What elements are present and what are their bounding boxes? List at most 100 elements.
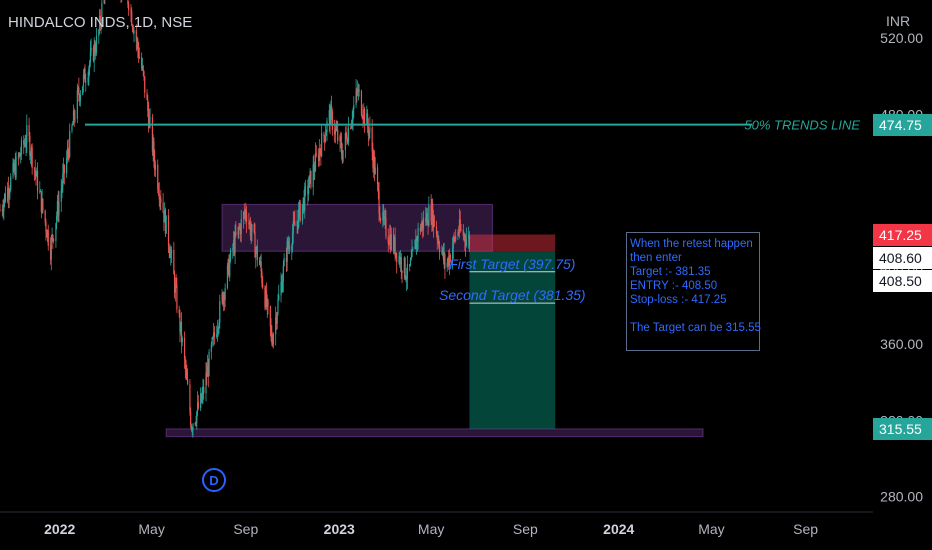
candle-body	[384, 216, 386, 218]
candle-body	[281, 281, 284, 292]
candle-body	[272, 343, 274, 345]
x-axis[interactable]: 2022 May Sep 2023 May Sep 2024 May Sep	[44, 521, 818, 537]
target-zone	[469, 251, 556, 429]
candle-body	[133, 30, 135, 34]
candle-body	[331, 111, 333, 130]
candle-body	[40, 191, 42, 213]
candle-body	[425, 212, 428, 222]
candle-body	[83, 68, 85, 75]
candle-body	[4, 193, 6, 202]
candle-body	[39, 191, 42, 192]
candle-body	[61, 186, 63, 190]
candle-body	[454, 237, 456, 241]
candle-body	[28, 125, 30, 136]
candle-body	[229, 261, 231, 277]
candle-body	[366, 113, 369, 127]
candle-body	[249, 222, 251, 225]
candle-body	[399, 256, 402, 265]
candle-body	[270, 326, 272, 332]
candle-body	[224, 288, 226, 300]
candle-body	[361, 114, 363, 118]
candle-body	[368, 131, 370, 136]
candle-body	[206, 365, 209, 377]
candle-body	[170, 252, 172, 258]
candle-body	[416, 237, 418, 242]
dividend-badge[interactable]: D	[202, 468, 226, 492]
candle-body	[286, 240, 288, 263]
candle-body	[174, 284, 176, 293]
candle-body	[185, 369, 187, 372]
candle-body	[179, 313, 181, 332]
candle-body	[448, 255, 451, 266]
candle-body	[449, 255, 451, 262]
candle-body	[69, 130, 71, 157]
candle-body	[438, 246, 441, 253]
candle-body	[321, 133, 323, 157]
candle-body	[323, 133, 325, 136]
target-label: First Target (397.75)	[449, 256, 575, 272]
candle-body	[94, 44, 96, 53]
candle-body	[88, 62, 91, 69]
candle-body	[35, 172, 37, 177]
candle-body	[383, 211, 385, 219]
candle-body	[367, 126, 369, 136]
candle-body	[77, 87, 79, 91]
price-tag: 408.50	[873, 269, 932, 292]
candle-body	[165, 215, 167, 234]
candle-body	[435, 226, 438, 235]
candle-body	[307, 186, 309, 195]
candle-body	[278, 295, 280, 300]
candle-body	[304, 186, 306, 211]
candle-body	[9, 189, 11, 194]
candle-body	[328, 110, 330, 121]
candle-body	[313, 164, 315, 172]
candle-body	[14, 163, 16, 178]
candle-body	[20, 154, 22, 157]
candle-body	[149, 117, 151, 119]
x-tick-label: May	[698, 521, 724, 537]
candle-body	[232, 248, 234, 250]
candle-body	[76, 90, 78, 119]
candle-body	[324, 135, 327, 142]
candle-body	[31, 147, 33, 168]
candle-body	[88, 68, 90, 78]
candle-body	[282, 265, 284, 282]
candle-body	[350, 127, 352, 129]
candle-body	[256, 246, 258, 261]
candle-body	[41, 198, 43, 213]
candle-body	[196, 402, 199, 412]
candle-body	[154, 164, 157, 170]
candle-body	[74, 118, 76, 120]
candle-body	[356, 90, 358, 92]
candle-body	[379, 213, 381, 219]
candle-body	[66, 157, 68, 174]
candle-body	[45, 221, 47, 232]
candle-body	[447, 257, 449, 263]
candle-body	[143, 71, 145, 77]
price-tag: 474.75	[873, 113, 932, 136]
candle-body	[56, 200, 59, 216]
candle-body	[334, 128, 337, 135]
candle-body	[351, 120, 353, 124]
candle-body	[29, 135, 31, 157]
candle-body	[190, 411, 192, 426]
note-line: Target :- 381.35	[630, 266, 711, 278]
candle-body	[245, 210, 247, 215]
candle-body	[261, 271, 263, 284]
y-tick-label: 280.00	[880, 489, 923, 505]
candle-body	[141, 65, 144, 69]
candle-body	[3, 193, 6, 202]
candle-body	[167, 215, 170, 247]
candle-body	[379, 218, 382, 221]
candle-body	[362, 117, 364, 120]
candle-body	[189, 384, 191, 412]
zone-box	[221, 203, 493, 252]
candle-body	[24, 143, 26, 147]
candle-body	[265, 290, 268, 307]
candle-body	[99, 15, 101, 25]
candle-body	[234, 231, 236, 254]
candle-body	[169, 252, 171, 258]
candle-body	[144, 76, 146, 93]
